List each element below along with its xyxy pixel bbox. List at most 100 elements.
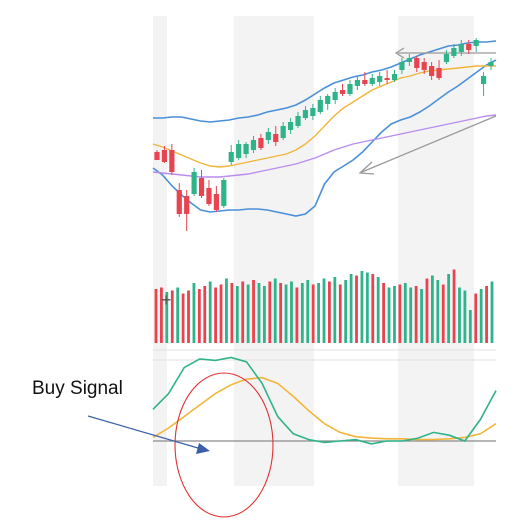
volume-bar [382,283,386,343]
candle-body [184,196,190,214]
candle-body [339,90,346,94]
candle-body [243,144,249,154]
volume-bar [235,286,239,343]
candle-body [206,188,212,204]
volume-bar [214,287,218,343]
volume-bar [262,286,266,343]
candle-body [436,68,442,78]
oscillator-series-0 [152,376,497,441]
volume-bar [322,278,326,343]
arrow-line-lower [361,115,497,173]
volume-bar [279,283,283,343]
moving-average-purple-line [152,114,497,178]
volume-bar [376,277,380,343]
candle-body [414,58,420,68]
candle-body [161,150,168,162]
candle-body [473,40,479,46]
candle-body [480,76,487,84]
background-shading [153,16,474,486]
shade-band-0 [153,16,167,486]
volume-bar [344,280,348,343]
candle-body [169,150,175,172]
candle-body [384,78,390,80]
volume-bar [485,286,488,343]
volume-bar [355,275,358,343]
arrow-head-lower [358,161,375,175]
oscillator-panel [152,356,497,445]
volume-bar [295,287,299,343]
volume-bar [241,281,245,343]
candle-body [406,58,412,62]
candle-body [295,116,301,126]
volume-bar [257,283,261,343]
volume-bar [284,284,288,343]
volume-bar [230,283,234,343]
volume-bar [338,284,342,343]
candle-body [421,62,427,70]
volume-bar [225,278,228,343]
candle-body [198,178,205,196]
volume-bar [409,287,413,343]
volume-bar [203,286,207,343]
volume-bar [306,280,310,343]
volume-bar [208,281,212,343]
candle-body [213,194,219,210]
candle-body [236,144,242,158]
arrow-head-top [394,47,405,59]
volume-bar [154,289,158,343]
volume-bar [311,284,315,343]
candle-body [273,134,279,142]
volume-bar [479,289,483,343]
volume-bar [474,293,478,343]
volume-bar [441,284,445,343]
volume-bar [328,281,331,343]
volume-bar [349,274,353,343]
volume-bar [181,293,185,343]
candle-body [369,78,375,84]
candle-body [221,180,227,206]
volume-bar [430,275,434,343]
shade-band-1 [234,16,314,486]
candle-body [265,132,271,140]
volume-bar [317,283,320,343]
candle-body [250,140,257,150]
volume-bar [452,269,456,343]
candle-body [288,122,294,130]
candle-body [429,66,435,76]
buy-signal-label: Buy Signal [32,378,123,399]
price-panel [152,38,497,231]
pointer-arrowhead [196,443,210,454]
volume-bar [160,287,163,343]
candle-body [451,48,457,56]
candle-body [466,44,472,50]
candle-body [377,76,383,82]
volume-bar [170,290,174,343]
candle-body [391,74,398,80]
volume-bar [192,283,196,343]
candle-body [228,152,234,162]
shade-band-2 [398,16,474,486]
volume-bar [436,280,440,343]
candle-body [332,92,338,100]
volume-bar [176,287,180,343]
candle-body [191,172,197,194]
volume-bar [246,284,250,343]
candle-body [176,190,182,214]
candle-body [325,96,331,104]
candle-body [362,80,368,84]
volume-bar [403,283,407,343]
volume-bar [187,290,190,343]
volume-bar [393,286,396,343]
volume-bar [252,280,255,343]
candle-body [302,110,309,118]
volume-bar [414,286,418,343]
volume-bar [197,289,201,343]
volume-panel [154,269,494,343]
candle-body [280,126,286,138]
candle-body [458,44,464,52]
signal-circle [174,372,274,518]
crosshair-icon[interactable]: + [161,290,172,310]
volume-bar [290,281,293,343]
bollinger-lower-line [152,59,497,217]
